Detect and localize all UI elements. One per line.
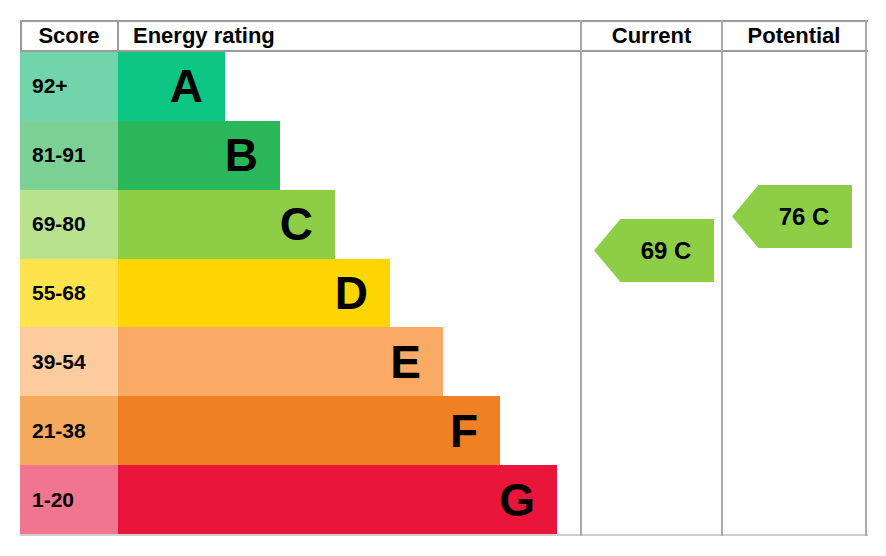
rating-letter-a: A xyxy=(170,59,203,113)
score-range-label: 39-54 xyxy=(32,350,86,374)
rating-bar-e: E xyxy=(118,327,443,396)
score-range-cell: 92+ xyxy=(20,52,118,121)
rating-letter-c: C xyxy=(280,197,313,251)
current-rating-label: 69 C xyxy=(641,237,692,265)
score-range-label: 69-80 xyxy=(32,212,86,236)
score-range-label: 1-20 xyxy=(32,488,74,512)
score-range-label: 21-38 xyxy=(32,419,86,443)
rating-bar-c: C xyxy=(118,190,335,259)
score-range-cell: 55-68 xyxy=(20,259,118,328)
score-range-label: 92+ xyxy=(32,74,68,98)
energy-rating-column-header: Energy rating xyxy=(133,20,573,52)
score-range-cell: 81-91 xyxy=(20,121,118,190)
rating-row-f: 21-38 F xyxy=(20,396,866,465)
chart-bottom-border xyxy=(20,534,868,536)
rating-bar-f: F xyxy=(118,396,500,465)
score-range-cell: 1-20 xyxy=(20,465,118,534)
rating-row-a: 92+ A xyxy=(20,52,866,121)
epc-rating-chart: Score Energy rating Current Potential 92… xyxy=(0,0,886,556)
rating-letter-f: F xyxy=(450,404,478,458)
rating-bar-b: B xyxy=(118,121,280,190)
score-range-cell: 69-80 xyxy=(20,190,118,259)
potential-rating-label: 76 C xyxy=(779,203,830,231)
rating-row-g: 1-20 G xyxy=(20,465,866,534)
potential-column-header: Potential xyxy=(723,20,865,52)
score-column-header: Score xyxy=(20,20,118,52)
rating-row-d: 55-68 D xyxy=(20,259,866,328)
current-column-header: Current xyxy=(582,20,721,52)
score-range-cell: 21-38 xyxy=(20,396,118,465)
rating-letter-d: D xyxy=(335,266,368,320)
rating-letter-e: E xyxy=(390,335,421,389)
score-range-cell: 39-54 xyxy=(20,327,118,396)
rating-row-e: 39-54 E xyxy=(20,327,866,396)
rating-row-b: 81-91 B xyxy=(20,121,866,190)
rating-bands: 92+ A 81-91 B 69-80 C 55-68 D 39-54 E 21… xyxy=(20,52,866,534)
rating-bar-g: G xyxy=(118,465,557,534)
rating-bar-d: D xyxy=(118,259,390,328)
rating-letter-g: G xyxy=(499,473,535,527)
rating-letter-b: B xyxy=(225,128,258,182)
rating-bar-a: A xyxy=(118,52,225,121)
score-range-label: 55-68 xyxy=(32,281,86,305)
score-range-label: 81-91 xyxy=(32,143,86,167)
